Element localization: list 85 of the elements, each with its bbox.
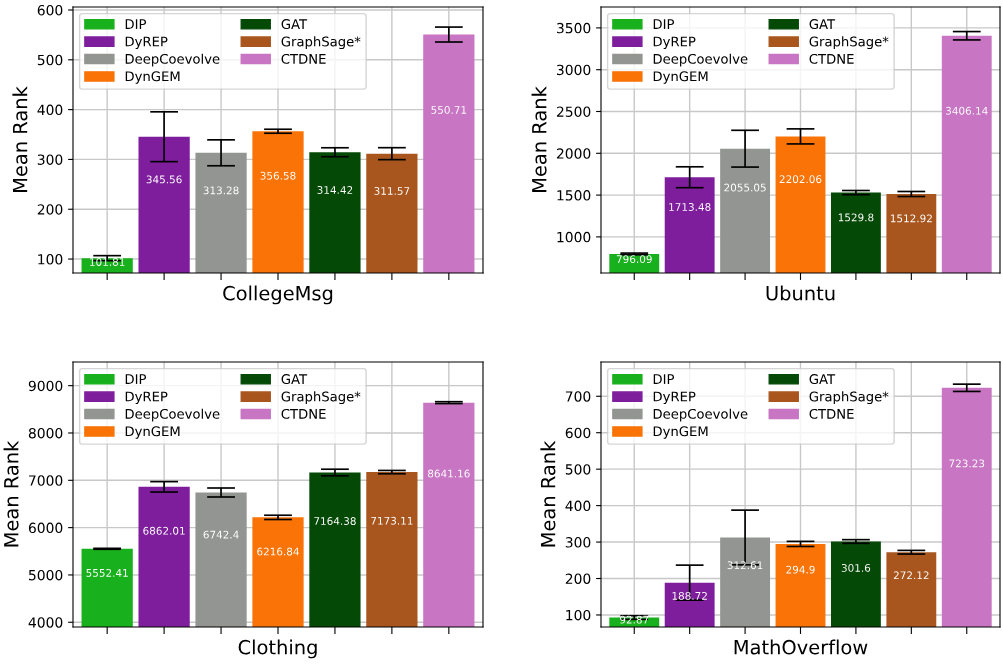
legend-label: DeepCoevolve	[125, 53, 220, 67]
y-tick-label: 2500	[556, 106, 591, 117]
legend-label: GraphSage*	[809, 36, 889, 50]
data-label: 311.57	[374, 186, 410, 195]
legend-label: DIP	[125, 374, 147, 384]
y-tick-label: 300	[565, 537, 591, 548]
y-tick-label: 3500	[556, 22, 591, 34]
legend-label: DeepCoevolve	[125, 408, 220, 422]
y-tick-label: 4000	[28, 617, 63, 628]
data-label: 2202.06	[779, 175, 822, 184]
data-label: 796.09	[616, 255, 652, 264]
y-tick-label: 2000	[556, 148, 591, 159]
y-axis-title: Mean Rank	[531, 86, 547, 192]
y-tick-label: 500	[565, 464, 591, 475]
y-tick-label: 5000	[29, 569, 63, 581]
legend-label: DyREP	[125, 36, 168, 50]
legend-label: DIP	[125, 19, 147, 29]
legend-label: GraphSage*	[281, 36, 361, 50]
legend-label: DynGEM	[653, 71, 708, 84]
legend-label: DyREP	[125, 391, 168, 405]
legend-label: DynGEM	[125, 426, 180, 439]
y-tick-label: 3000	[556, 64, 591, 76]
data-label: 294.9	[786, 565, 815, 574]
legend-label: GAT	[281, 374, 308, 385]
y-tick-label: 400	[565, 500, 591, 512]
data-label: 550.71	[431, 105, 467, 114]
data-label: 301.6	[841, 563, 871, 572]
y-tick-label: 200	[37, 204, 63, 215]
legend-label: DeepCoevolve	[653, 408, 748, 422]
x-axis-title: MathOverflow	[734, 639, 868, 655]
data-label: 5552.41	[86, 568, 128, 577]
legend-label: GAT	[809, 374, 836, 385]
data-label: 6862.01	[143, 526, 185, 535]
data-label: 1512.92	[890, 214, 932, 223]
data-label: 1529.8	[838, 213, 874, 222]
legend-label: DIP	[653, 374, 675, 384]
y-tick-label: 1000	[557, 231, 591, 243]
x-axis-title: Ubuntu	[766, 285, 835, 301]
legend-label: GAT	[809, 19, 836, 30]
data-label: 2055.05	[724, 183, 766, 192]
y-tick-label: 700	[565, 391, 591, 402]
legend-label: GAT	[281, 19, 308, 30]
legend-label: GraphSage*	[281, 391, 361, 405]
data-label: 723.23	[949, 459, 985, 468]
y-tick-label: 8000	[28, 427, 63, 439]
legend-label: CTDNE	[281, 408, 326, 419]
y-tick-label: 600	[565, 427, 591, 439]
y-tick-label: 200	[565, 573, 591, 584]
legend-label: DyREP	[653, 391, 696, 405]
y-axis-title: Mean Rank	[12, 86, 28, 192]
y-tick-label: 7000	[29, 475, 63, 486]
legend-label: GraphSage*	[809, 391, 889, 405]
y-tick-label: 1500	[557, 190, 591, 201]
y-tick-label: 9000	[28, 380, 63, 392]
x-axis-title: CollegeMsg	[223, 285, 333, 305]
data-label: 6216.84	[257, 547, 299, 556]
y-tick-label: 500	[37, 54, 63, 66]
data-label: 1713.48	[669, 203, 711, 211]
y-axis-title: Mean Rank	[3, 440, 19, 547]
data-label: 6742.4	[203, 530, 239, 539]
data-label: 314.42	[317, 186, 353, 194]
data-label: 313.28	[203, 186, 239, 195]
data-label: 272.12	[893, 571, 929, 580]
legend-label: DynGEM	[653, 426, 708, 439]
y-axis-title: Mean Rank	[540, 440, 556, 547]
legend-label: DIP	[653, 19, 675, 29]
data-label: 7173.11	[371, 516, 413, 525]
legend-label: CTDNE	[809, 53, 854, 64]
y-tick-label: 600	[37, 4, 63, 16]
x-axis-title: Clothing	[238, 639, 317, 659]
legend-label: DeepCoevolve	[653, 53, 748, 67]
legend-label: DynGEM	[125, 71, 180, 84]
y-tick-label: 6000	[28, 522, 63, 534]
legend-label: DyREP	[653, 36, 696, 50]
y-tick-label: 400	[37, 104, 63, 116]
legend-label: CTDNE	[281, 53, 326, 64]
data-label: 345.56	[146, 175, 182, 184]
legend-label: CTDNE	[809, 408, 854, 419]
data-label: 3406.14	[946, 106, 988, 115]
data-label: 8641.16	[428, 469, 470, 478]
data-label: 7164.38	[314, 517, 356, 525]
y-tick-label: 100	[38, 254, 63, 265]
y-tick-label: 300	[37, 154, 63, 165]
data-label: 356.58	[260, 171, 296, 180]
y-tick-label: 100	[566, 609, 591, 621]
